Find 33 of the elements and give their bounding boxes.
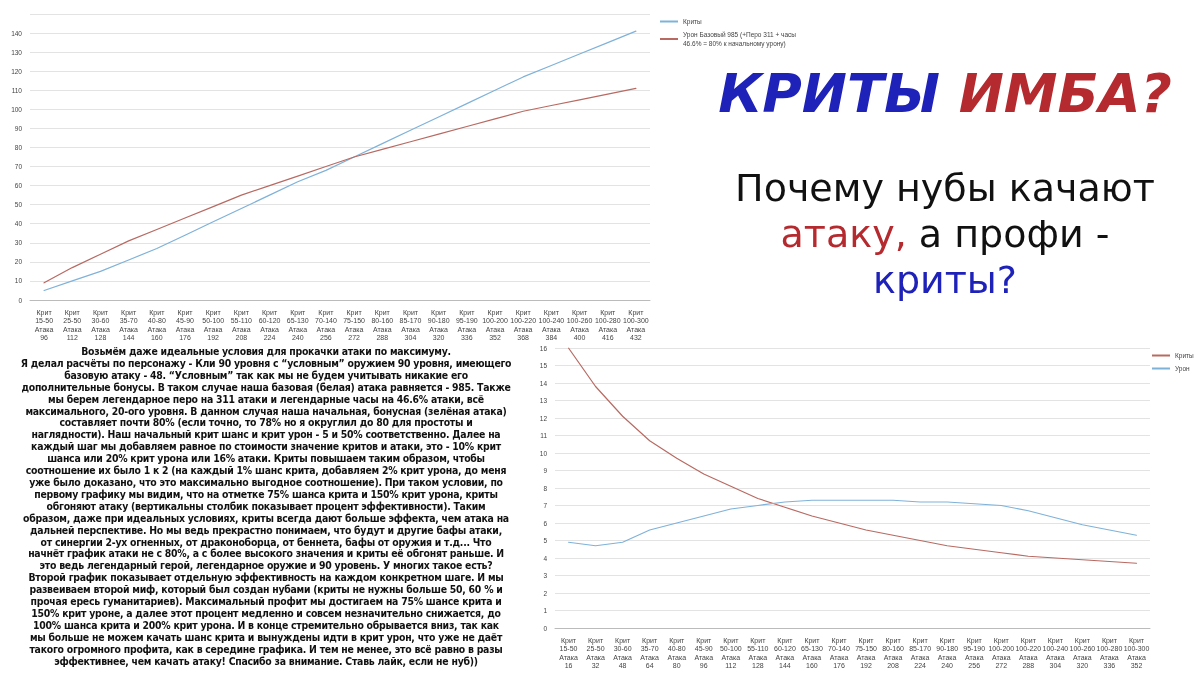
text: Почему нубы качают атаку, а профи - криты? <box>735 166 1155 302</box>
text: Второй график показывает отдельную эффективность на каждом конкретном шаге. И мы <box>27 571 505 585</box>
text: образом, даже при идеальных условиях, криты всегда дают больше эффекта, чем атака на <box>22 511 510 525</box>
text: дополнительные бонусы. В таком случае наша базовая (белая) атака равняется - 985. Также <box>20 380 512 394</box>
text: такого огромного профита, как в середине графика. И тем не менее, это всё равно в разы <box>28 642 504 656</box>
text: мы берем легендарное перо на 311 атаки и легендарные часы на 46.6% атаки, всё <box>48 392 485 406</box>
text: соотношение их было 1 к 2 (на каждый 1% шанс крита, добавляем 2% крит урона, до меня <box>24 464 508 477</box>
text: первому графику мы видим, что на отметке 75% шанса крита и 150% крит урона, криты <box>34 487 499 501</box>
text: Я делал расчёты по персонажу - Кли 90 уровня с “условным” оружием 90 уровня, имеющего <box>19 356 513 370</box>
text: развеиваем второй миф, который был создан нубами (криты не нужны больше 50, 60 % и <box>28 583 504 597</box>
text: эффективнее, чем качать атаку! Спасибо за внимание. Ставь лайк, если не нуб)) <box>53 654 478 668</box>
text: 100% шанса крита и 200% крит урона. И в конце стремительно обрывается вниз, так как <box>32 618 499 632</box>
text: это ведь легендарный герой, легендарное оружие и 90 уровень. У многих такое есть? <box>38 559 494 573</box>
text: мы больше не можем качать шанс крита и вынуждены идти в крит урон, что уже не даёт <box>28 630 504 644</box>
text: максимального, 20-ого уровня. В данном случая наша начальная, бонусная (зелёная атака) <box>24 404 508 418</box>
text: уже было доказано, что это максимально выгодное соотношение). При таком условии, по <box>28 475 504 489</box>
text: начнёт график атаки не с 80%, а с более высокого значения и криты её обгонят раньше. И <box>27 547 505 561</box>
text: каждый шаг мы добавляем равное по стоимости значение критов и атаки, это - 10% крит <box>30 440 502 453</box>
text: КРИТЫ ИМБА? <box>718 62 1172 125</box>
text: базовую атаку - 48. “Условным” так как мы не будем учитывать никакие его <box>63 368 468 382</box>
text: 150% крит уроне, а далее этот процент медленно и совсем незначительно снижается, до <box>30 606 502 620</box>
text: обгоняют атаку (вертикальны столбик показывает процент эффективности). Таким <box>46 499 486 513</box>
line-series <box>43 30 637 292</box>
text: наглядности). Наш начальный крит шанс и крит урон - 5 и 50% соответственно. Далее на <box>30 428 502 441</box>
text: Возьмём даже идеальные условия для прокачки атаки по максимуму. <box>80 345 452 358</box>
text: дальней перспективе. Но мы ведь прекрастно понимаем, что будут и другие бафы атаки, <box>30 523 503 537</box>
text: составляет почти 80% (если точно, то 78% но я округлил до 80 для простоты и <box>59 416 473 430</box>
text: от синергии 2-ух огненных, от драконоборца, от беннета, бафы от оружия и т.д... Что <box>40 535 492 549</box>
line-series <box>567 499 1138 547</box>
line-series <box>43 87 637 284</box>
line-series <box>567 347 1138 564</box>
text: прочая ересь гуманитариев). Максимальный профит мы достигаем на 75% шансе крита и <box>29 595 503 608</box>
text: шанса или 20% крит урона или 16% атаки. Криты повышаем таким образом, чтобы <box>46 452 486 465</box>
